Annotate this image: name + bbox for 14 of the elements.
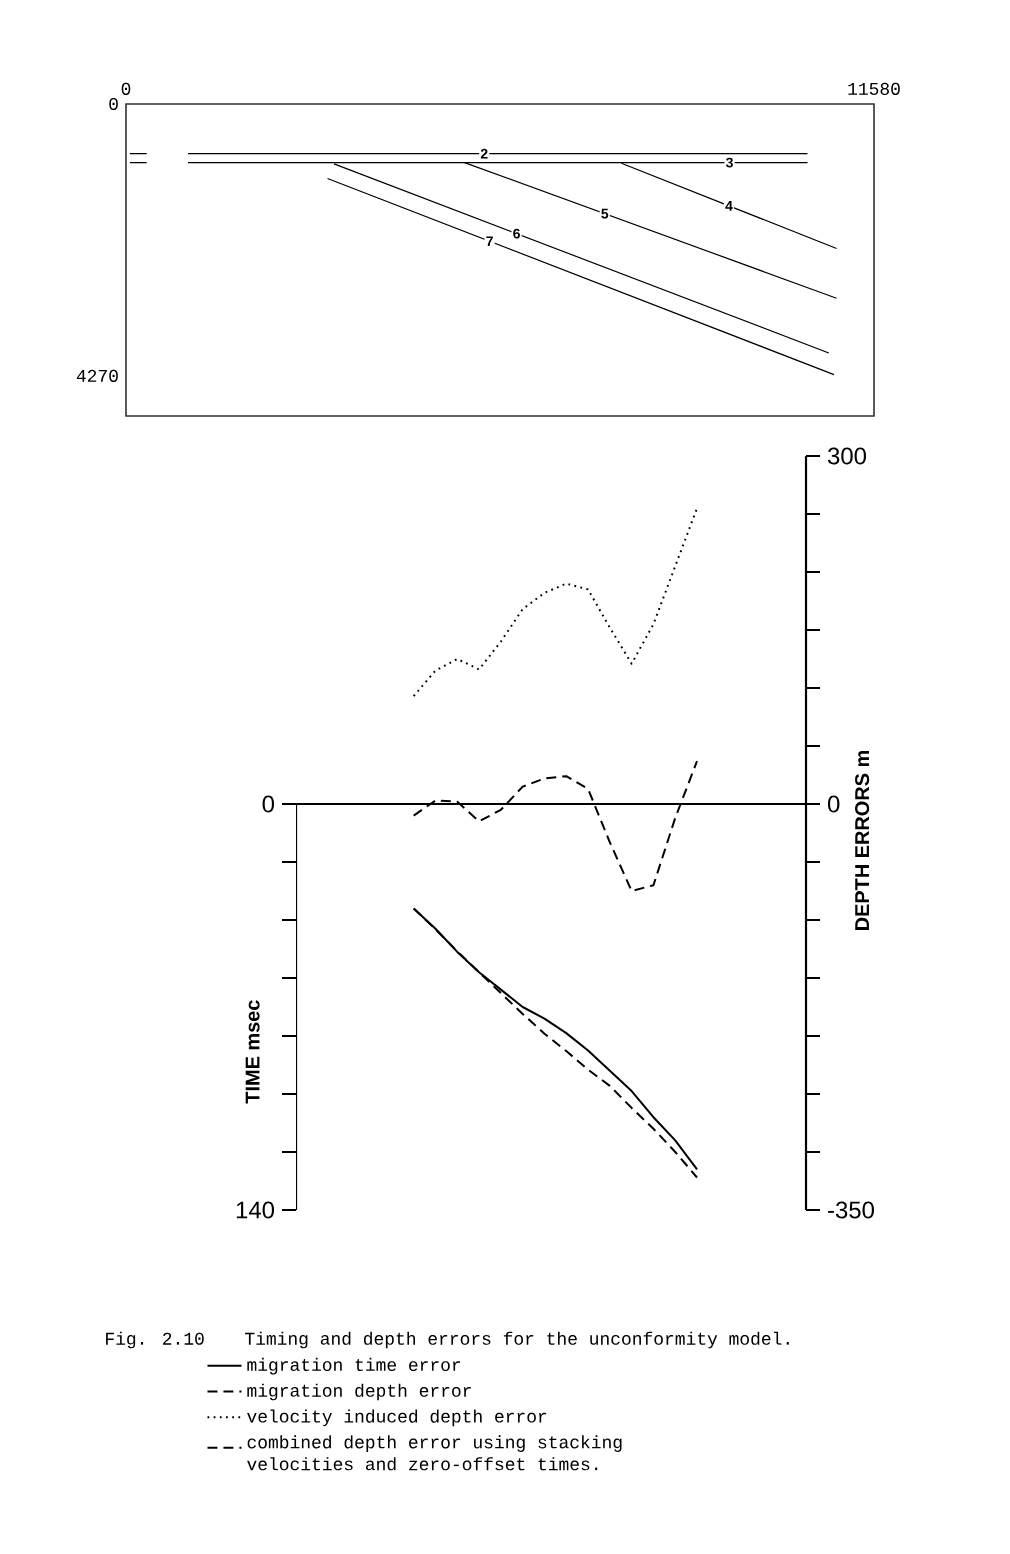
legend-label: migration time error: [247, 1357, 461, 1375]
legend-label: migration depth error: [247, 1383, 471, 1401]
y2-tick-label: 300: [827, 447, 867, 465]
y-axis-title: TIME msec: [245, 1000, 260, 1104]
y2-tick-label: -350: [828, 1201, 874, 1219]
y-tick-label: 140: [236, 1201, 275, 1219]
x-tick-label: 11580: [848, 82, 900, 95]
y2-axis-title: DEPTH ERRORS m: [855, 750, 870, 930]
y-tick-label: 4270: [76, 369, 118, 382]
caption: Fig. 2.10: [106, 1331, 204, 1349]
legend-label: velocity induced depth error: [247, 1409, 547, 1427]
text: Timing and depth errors for the unconformity model.: [245, 1331, 789, 1349]
legend-label: combined depth error using stacking velocities and zero-offset times.: [247, 1435, 622, 1471]
y2-tick-label: 0: [827, 795, 840, 813]
